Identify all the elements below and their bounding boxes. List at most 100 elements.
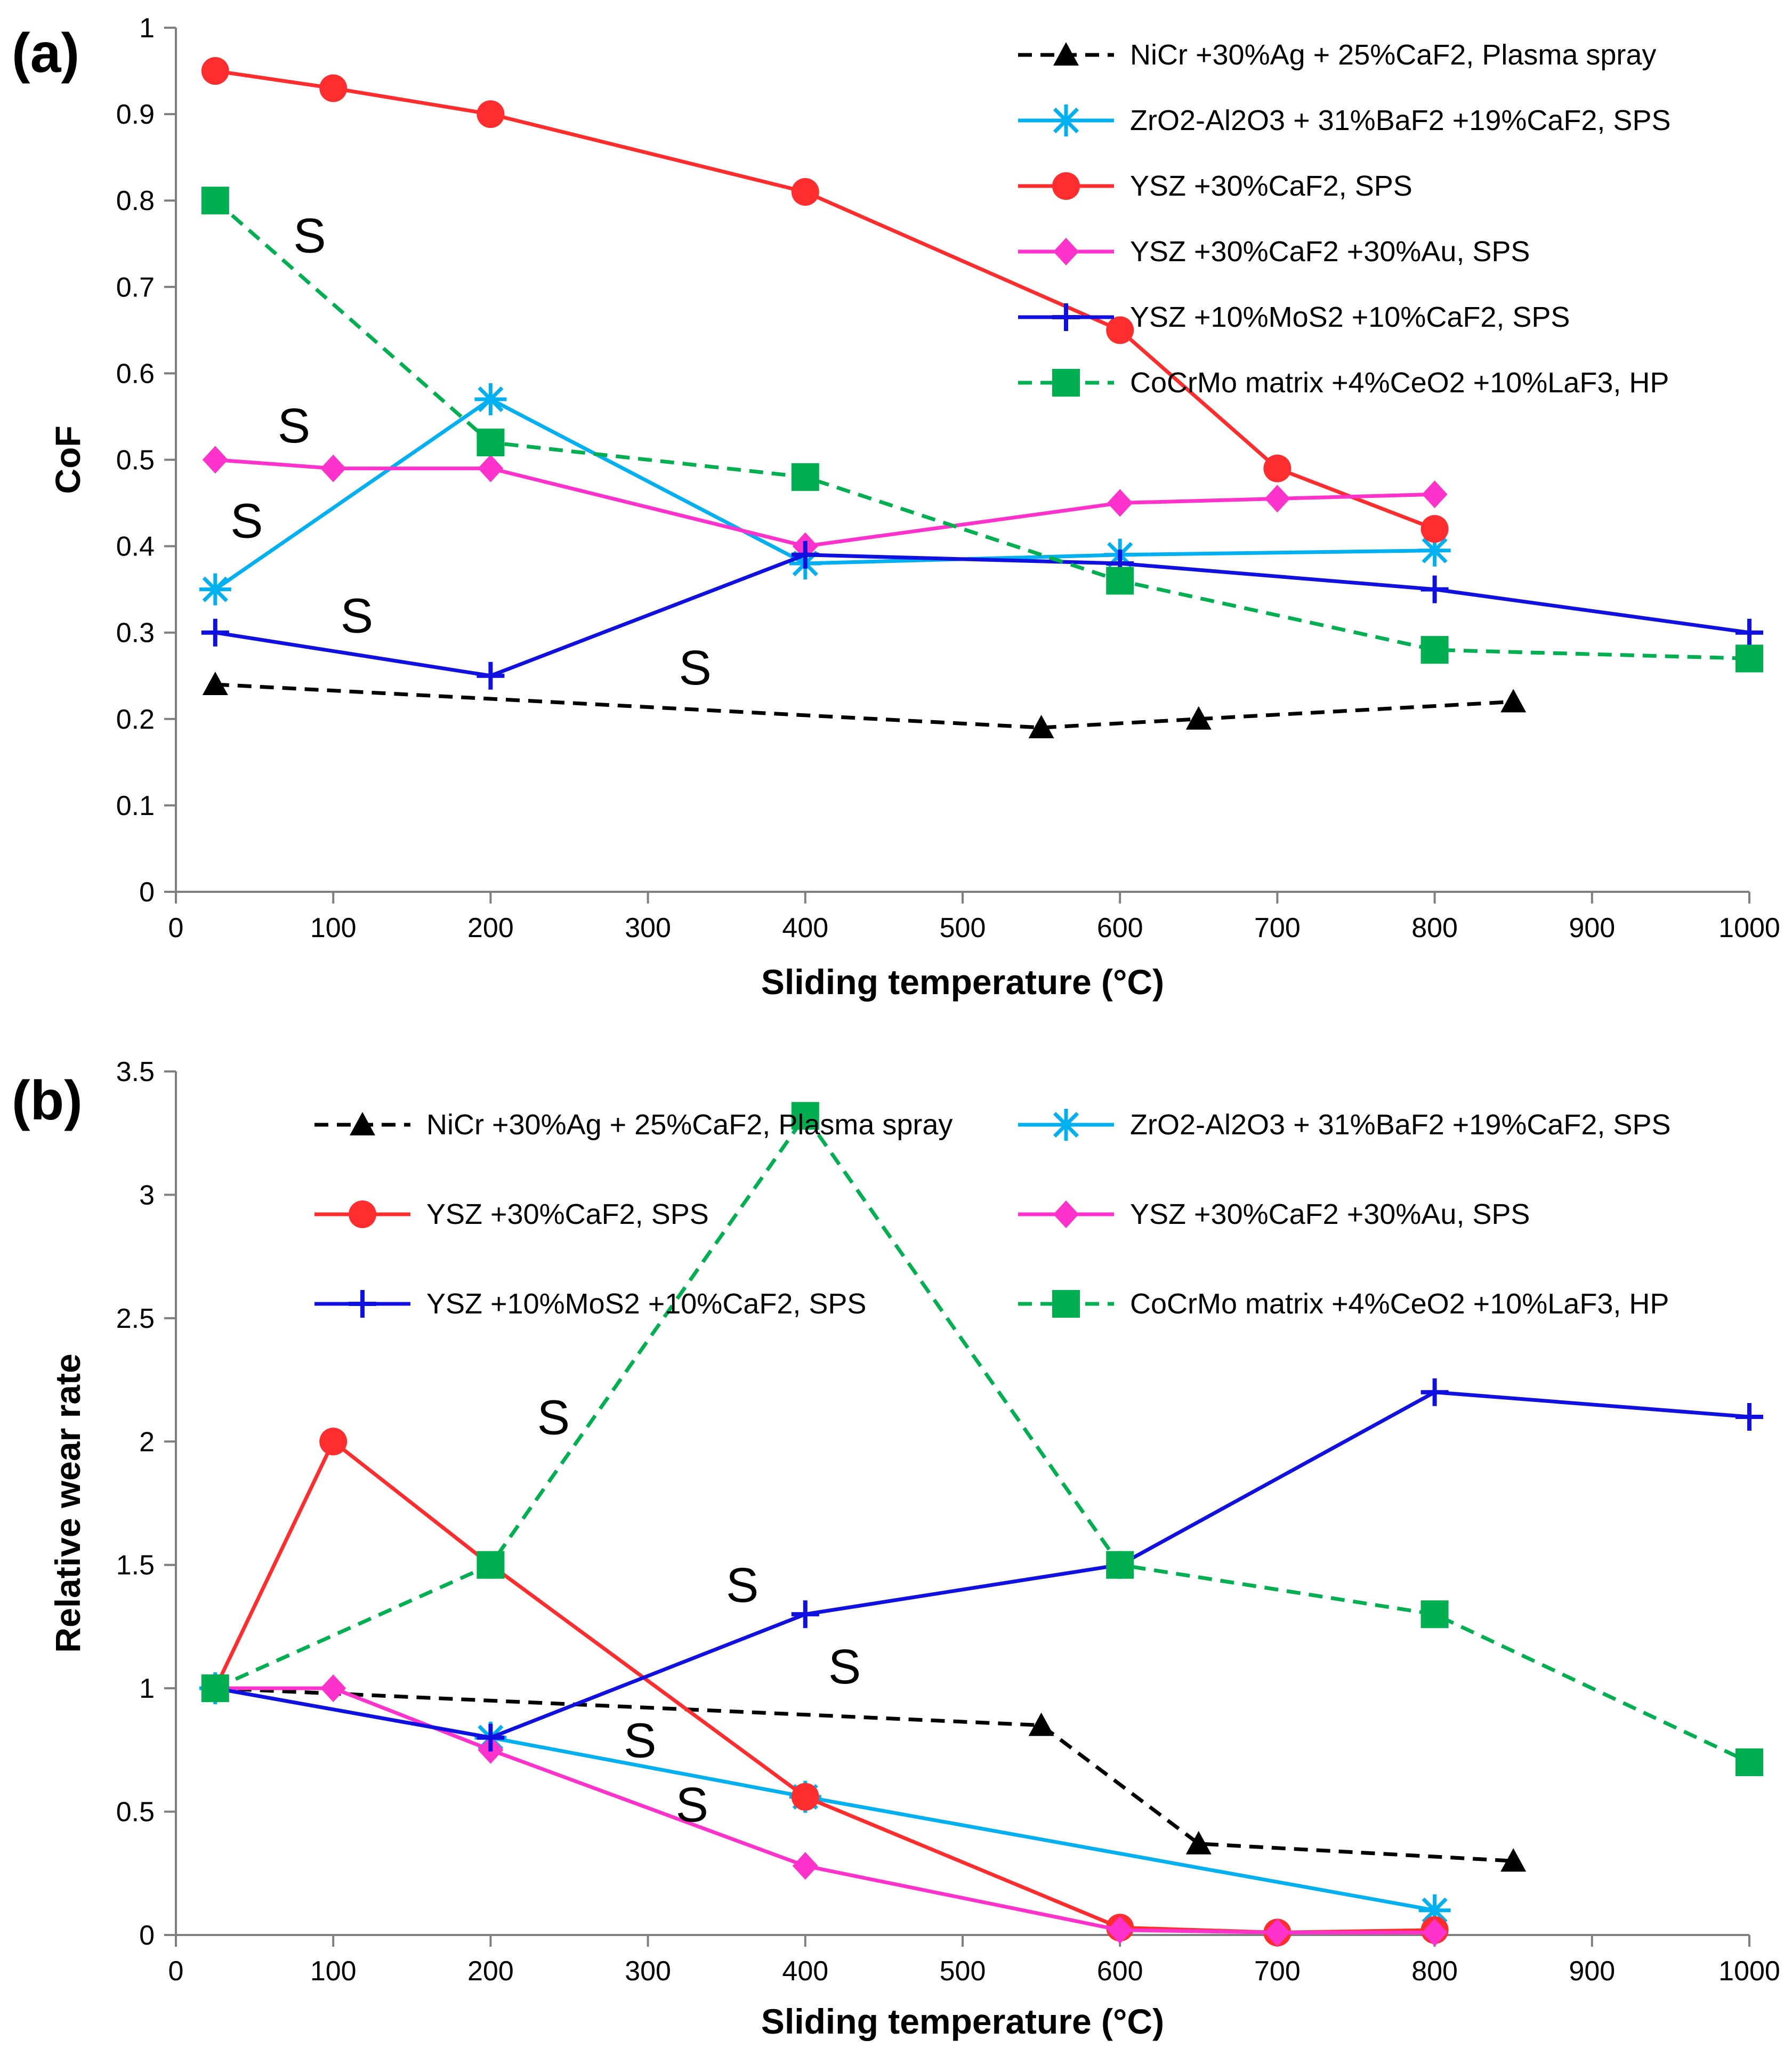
data-point <box>1106 567 1134 595</box>
data-point <box>201 187 229 215</box>
annotation-s: S <box>624 1714 656 1768</box>
data-point <box>478 454 504 482</box>
y-tick-label: 0 <box>139 1920 155 1951</box>
annotation-s: S <box>726 1558 758 1612</box>
x-tick-label: 600 <box>1097 913 1143 944</box>
legend-label: YSZ +30%CaF2 +30%Au, SPS <box>1130 1198 1530 1230</box>
series-3 <box>202 446 1448 560</box>
annotation-s: S <box>537 1390 570 1445</box>
data-point <box>791 1600 819 1628</box>
data-point <box>1736 644 1763 673</box>
x-tick-label: 200 <box>467 913 514 944</box>
annotation-s: S <box>293 208 326 263</box>
annotation-s: S <box>679 641 711 695</box>
legend-item: YSZ +10%MoS2 +10%CaF2, SPS <box>314 1288 866 1320</box>
y-tick-label: 0.6 <box>116 358 155 389</box>
legend-swatch-marker <box>1050 104 1082 136</box>
data-point <box>1736 1403 1763 1431</box>
series-line <box>214 1114 1750 1764</box>
y-tick-label: 2.5 <box>116 1303 155 1334</box>
chart-panel-b: 0 100 200 300 400 500 600 700 800 900 1000 0 0.5 1 1.5… <box>12 1057 1780 2041</box>
legend-item: YSZ +30%CaF2 +30%Au, SPS <box>1018 236 1530 268</box>
legend-swatch-marker <box>1052 303 1080 331</box>
legend-item: CoCrMo matrix +4%CeO2 +10%LaF3, HP <box>1018 367 1669 399</box>
legend: NiCr +30%Ag + 25%CaF2, Plasma spray ZrO2-… <box>1018 39 1670 399</box>
legend-swatch-marker-d2 <box>1053 107 1079 134</box>
x-tick-label: 200 <box>467 1956 514 1987</box>
data-point <box>1500 1848 1527 1872</box>
y-tick-label: 0.2 <box>116 704 155 735</box>
legend-item: YSZ +30%CaF2, SPS <box>1018 170 1412 202</box>
x-tick-label: 0 <box>168 1956 184 1987</box>
data-point <box>1422 1918 1448 1947</box>
legend-swatch-marker <box>1052 369 1080 397</box>
legend-item: CoCrMo matrix +4%CeO2 +10%LaF3, HP <box>1018 1288 1669 1320</box>
data-point <box>1418 534 1451 567</box>
data-point <box>1264 1918 1290 1947</box>
x-tick-label: 700 <box>1254 913 1301 944</box>
data-point-d2 <box>1422 537 1448 563</box>
x-tick-label: 900 <box>1569 1956 1615 1987</box>
data-point <box>477 429 505 457</box>
annotation-s: S <box>230 494 263 548</box>
series-line <box>215 1390 1750 1740</box>
legend-label: NiCr +30%Ag + 25%CaF2, Plasma spray <box>1130 39 1656 71</box>
y-tick-label: 3.5 <box>116 1057 155 1087</box>
data-point <box>202 446 228 474</box>
data-point <box>1736 1748 1763 1776</box>
legend-label: YSZ +10%MoS2 +10%CaF2, SPS <box>1130 301 1570 333</box>
data-point <box>1028 1712 1054 1736</box>
legend: NiCr +30%Ag + 25%CaF2, Plasma spray ZrO2-… <box>314 1109 1670 1320</box>
y-axis-title: CoF <box>48 425 87 494</box>
data-point <box>201 618 229 647</box>
data-point-d2 <box>202 576 228 602</box>
data-point <box>1263 454 1291 482</box>
annotation-s: S <box>341 589 373 643</box>
legend-label: NiCr +30%Ag + 25%CaF2, Plasma spray <box>426 1109 952 1141</box>
legend-item: YSZ +30%CaF2, SPS <box>314 1198 709 1230</box>
legend-label: ZrO2-Al2O3 + 31%BaF2 +19%CaF2, SPS <box>1130 1109 1670 1141</box>
x-tick-label: 100 <box>310 1956 357 1987</box>
legend-label: ZrO2-Al2O3 + 31%BaF2 +19%CaF2, SPS <box>1130 104 1670 136</box>
legend-swatch-marker <box>1053 1200 1079 1228</box>
y-tick-label: 0.5 <box>116 445 155 476</box>
series-4 <box>201 1378 1763 1752</box>
data-point <box>319 1428 348 1456</box>
y-tick-label: 0.7 <box>116 272 155 303</box>
series-1 <box>199 383 1451 606</box>
data-point <box>1107 1916 1133 1944</box>
data-point <box>320 454 346 482</box>
legend-item: NiCr +30%Ag + 25%CaF2, Plasma spray <box>314 1109 952 1141</box>
y-tick-label: 1.5 <box>116 1550 155 1581</box>
legend-label: YSZ +30%CaF2, SPS <box>1130 170 1412 202</box>
data-point <box>1185 706 1212 730</box>
x-tick-label: 700 <box>1254 1956 1301 1987</box>
series-line <box>215 682 1514 730</box>
y-tick-label: 0.5 <box>116 1797 155 1828</box>
data-point <box>1422 480 1448 509</box>
legend-swatch-marker <box>1052 1290 1080 1318</box>
y-tick-label: 1 <box>139 1673 155 1704</box>
legend-swatch-marker <box>350 1112 375 1135</box>
data-point <box>477 662 505 690</box>
series-line <box>215 69 1435 531</box>
legend-label: YSZ +10%MoS2 +10%CaF2, SPS <box>426 1288 866 1320</box>
x-tick-label: 500 <box>940 913 986 944</box>
y-tick-label: 0.8 <box>116 186 155 216</box>
data-point <box>791 1783 819 1811</box>
legend-label: CoCrMo matrix +4%CeO2 +10%LaF3, HP <box>1130 1288 1669 1320</box>
y-tick-label: 0.3 <box>116 618 155 649</box>
y-tick-label: 0 <box>139 877 155 908</box>
data-point <box>319 74 348 102</box>
legend-swatch-marker <box>1050 1109 1082 1141</box>
y-tick-label: 0.9 <box>116 99 155 130</box>
legend-swatch-marker <box>1053 42 1079 66</box>
data-point <box>1420 575 1449 603</box>
series-2 <box>201 57 1449 543</box>
legend-swatch-marker <box>1052 172 1080 200</box>
data-point <box>1185 1831 1212 1855</box>
data-point-d2 <box>1422 1897 1448 1923</box>
legend-swatch-marker <box>1053 238 1079 265</box>
y-tick-label: 0.1 <box>116 791 155 821</box>
annotation-s: S <box>278 399 310 453</box>
